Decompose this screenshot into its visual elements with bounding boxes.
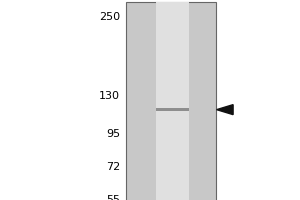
Text: 250: 250 (99, 12, 120, 22)
Text: 95: 95 (106, 129, 120, 139)
Bar (156, 2, 189, 200)
Polygon shape (217, 105, 233, 115)
Bar (156, 108, 189, 111)
Text: 72: 72 (106, 162, 120, 172)
Text: 55: 55 (106, 195, 120, 200)
Text: 130: 130 (99, 91, 120, 101)
Bar (126, 2, 216, 200)
